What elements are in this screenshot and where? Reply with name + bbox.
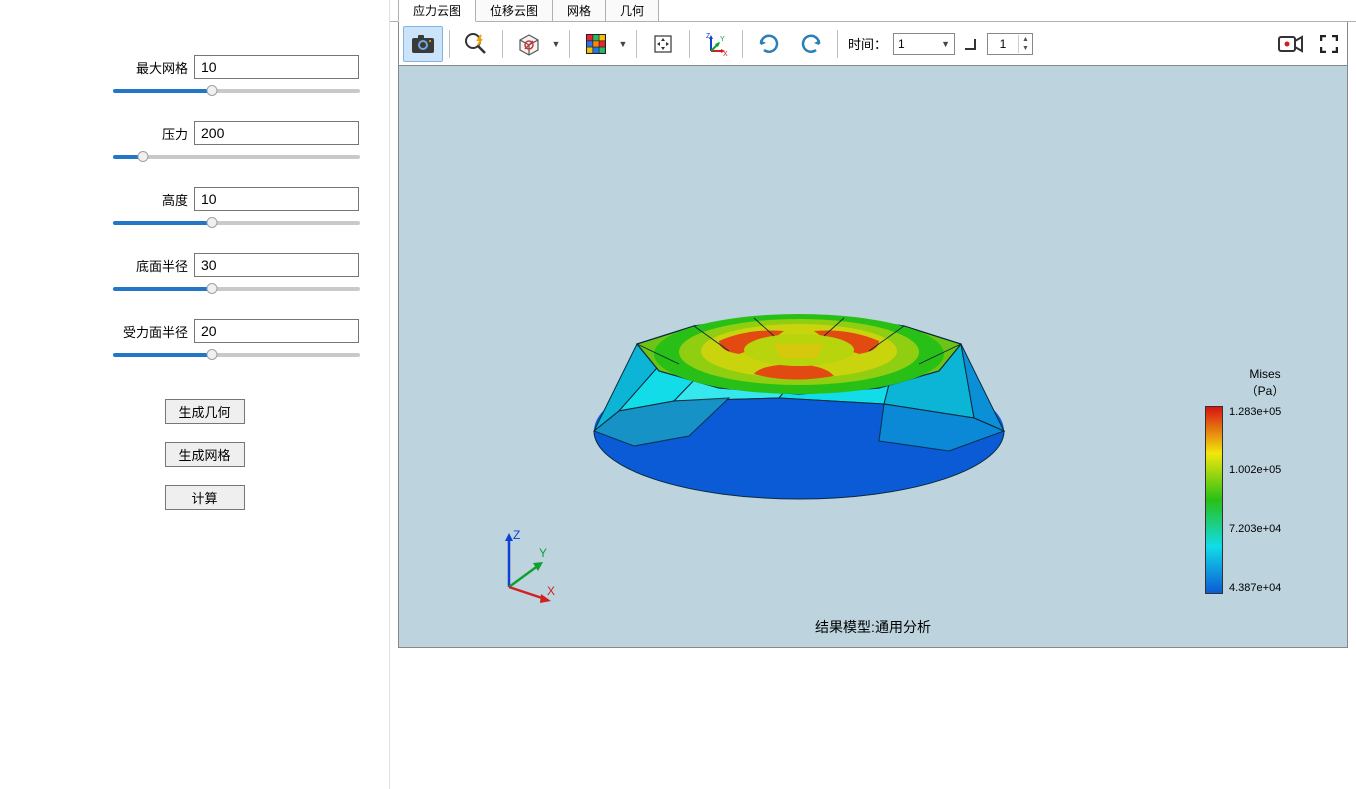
chevron-down-icon[interactable]: ▼ bbox=[549, 26, 563, 62]
separator bbox=[636, 30, 637, 58]
color-legend: Mises （Pa） 1.283e+05 1.002e+05 7.203e+04… bbox=[1205, 366, 1325, 594]
param-force-radius: 受力面半径 bbox=[0, 319, 359, 359]
record-button[interactable] bbox=[1271, 26, 1311, 62]
legend-tick: 4.387e+04 bbox=[1229, 582, 1281, 594]
param-label: 受力面半径 bbox=[123, 322, 194, 341]
separator bbox=[502, 30, 503, 58]
legend-ticks: 1.283e+05 1.002e+05 7.203e+04 4.387e+04 bbox=[1229, 406, 1281, 594]
generate-mesh-button[interactable]: 生成网格 bbox=[165, 442, 245, 467]
axes-xyz-icon: Z Y X bbox=[703, 31, 729, 57]
svg-text:X: X bbox=[723, 51, 728, 57]
colormap-dropdown[interactable]: ▼ bbox=[576, 26, 630, 62]
legend-colorbar bbox=[1205, 406, 1223, 594]
param-label: 压力 bbox=[162, 124, 194, 143]
spinner-arrows[interactable]: ▲▼ bbox=[1018, 35, 1032, 53]
viewport-toolbar: ▼ ▼ bbox=[398, 22, 1348, 66]
height-slider[interactable] bbox=[113, 215, 360, 227]
separator bbox=[569, 30, 570, 58]
param-label: 最大网格 bbox=[136, 58, 194, 77]
pressure-input[interactable] bbox=[194, 121, 359, 145]
svg-text:Z: Z bbox=[706, 33, 711, 40]
result-viewport[interactable]: Z Y X Mises （Pa） 1.283e+05 1.002e+05 7.2… bbox=[398, 66, 1348, 648]
max-mesh-input[interactable] bbox=[194, 55, 359, 79]
result-model-title: 结果模型:通用分析 bbox=[815, 617, 931, 637]
separator bbox=[837, 30, 838, 58]
rubiks-cube-icon bbox=[584, 32, 608, 56]
param-base-radius: 底面半径 bbox=[0, 253, 359, 293]
rotate-ccw-icon bbox=[799, 32, 823, 56]
tab-geometry[interactable]: 几何 bbox=[605, 0, 659, 21]
separator bbox=[689, 30, 690, 58]
svg-text:Z: Z bbox=[513, 528, 520, 542]
rotate-ccw-button[interactable] bbox=[791, 26, 831, 62]
rotate-cw-icon bbox=[757, 32, 781, 56]
move-arrows-icon bbox=[651, 32, 675, 56]
action-buttons: 生成几何 生成网格 计算 bbox=[0, 399, 359, 510]
legend-tick: 1.002e+05 bbox=[1229, 464, 1281, 476]
step-end-icon bbox=[963, 36, 979, 52]
frame-spinner[interactable]: ▲▼ bbox=[987, 33, 1033, 55]
fullscreen-button[interactable] bbox=[1315, 26, 1343, 62]
param-label: 底面半径 bbox=[136, 256, 194, 275]
param-pressure: 压力 bbox=[0, 121, 359, 161]
magnifier-bolt-icon bbox=[464, 32, 488, 56]
separator bbox=[742, 30, 743, 58]
time-select[interactable]: 1 ▼ bbox=[893, 33, 955, 55]
rotate-cw-button[interactable] bbox=[749, 26, 789, 62]
chevron-down-icon[interactable]: ▼ bbox=[616, 26, 630, 62]
param-max-mesh: 最大网格 bbox=[0, 55, 359, 95]
fea-contour-solid bbox=[579, 236, 1019, 516]
axes-triad: Z Y X bbox=[489, 527, 569, 607]
box-view-icon bbox=[516, 31, 542, 57]
view-box-dropdown[interactable]: ▼ bbox=[509, 26, 563, 62]
parameter-panel: 最大网格 压力 高度 底面半径 bbox=[0, 0, 390, 789]
generate-geometry-button[interactable]: 生成几何 bbox=[165, 399, 245, 424]
legend-title: Mises bbox=[1249, 367, 1280, 381]
force-radius-input[interactable] bbox=[194, 319, 359, 343]
max-mesh-slider[interactable] bbox=[113, 83, 360, 95]
legend-unit: （Pa） bbox=[1246, 384, 1285, 398]
frame-input[interactable] bbox=[988, 37, 1018, 51]
base-radius-input[interactable] bbox=[194, 253, 359, 277]
video-camera-icon bbox=[1278, 34, 1304, 54]
time-label: 时间： bbox=[844, 34, 891, 53]
param-height: 高度 bbox=[0, 187, 359, 227]
separator bbox=[449, 30, 450, 58]
svg-text:X: X bbox=[547, 584, 555, 598]
legend-tick: 7.203e+04 bbox=[1229, 523, 1281, 535]
zoom-button[interactable] bbox=[456, 26, 496, 62]
main-area: 应力云图 位移云图 网格 几何 bbox=[390, 0, 1356, 789]
result-tabs: 应力云图 位移云图 网格 几何 bbox=[390, 0, 1356, 22]
snapshot-button[interactable] bbox=[403, 26, 443, 62]
svg-text:Y: Y bbox=[539, 546, 547, 560]
step-end-button[interactable] bbox=[957, 26, 985, 62]
pan-button[interactable] bbox=[643, 26, 683, 62]
chevron-down-icon: ▼ bbox=[941, 39, 950, 49]
param-label: 高度 bbox=[162, 190, 194, 209]
force-radius-slider[interactable] bbox=[113, 347, 360, 359]
pressure-slider[interactable] bbox=[113, 149, 360, 161]
height-input[interactable] bbox=[194, 187, 359, 211]
legend-tick: 1.283e+05 bbox=[1229, 406, 1281, 418]
tab-stress-contour[interactable]: 应力云图 bbox=[398, 0, 476, 22]
camera-icon bbox=[411, 34, 435, 54]
base-radius-slider[interactable] bbox=[113, 281, 360, 293]
tab-mesh[interactable]: 网格 bbox=[552, 0, 606, 21]
fullscreen-icon bbox=[1320, 35, 1338, 53]
compute-button[interactable]: 计算 bbox=[165, 485, 245, 510]
svg-text:Y: Y bbox=[720, 36, 725, 43]
axes-orient-button[interactable]: Z Y X bbox=[696, 26, 736, 62]
tab-displacement-contour[interactable]: 位移云图 bbox=[475, 0, 553, 21]
time-select-value: 1 bbox=[898, 37, 905, 51]
